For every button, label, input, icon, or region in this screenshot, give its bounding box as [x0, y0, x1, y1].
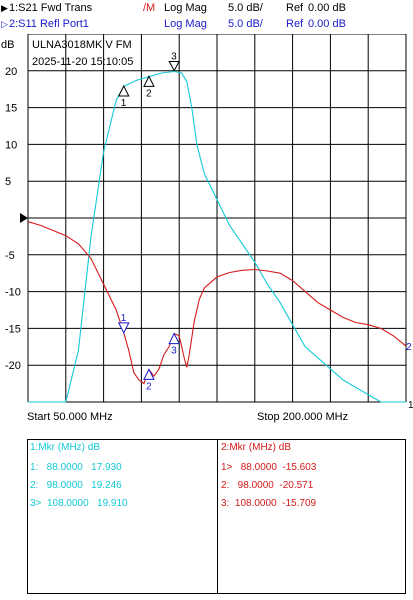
- trace2-ref-label: Ref: [286, 18, 304, 30]
- trace2-format[interactable]: Log Mag: [164, 18, 207, 30]
- trace2-label[interactable]: 2:S11 Refl Port1: [9, 18, 89, 30]
- trace1-marker-header: 1:Mkr (MHz) dB: [30, 442, 100, 453]
- traces: [27, 70, 407, 403]
- y-tick-label: -20: [5, 360, 21, 372]
- s11-marker-2-icon[interactable]: [143, 368, 155, 380]
- trace2-marker-column: 2:Mkr (MHz) dB 1> 88.0000 -15.603 2: 98.…: [218, 440, 405, 593]
- s11-marker-1-icon[interactable]: [117, 322, 130, 334]
- y-tick-label: -15: [5, 323, 21, 335]
- trace1-scale[interactable]: 5.0 dB/: [228, 2, 263, 14]
- marker-table: 1:Mkr (MHz) dB 1: 88.0000 17.930 2: 98.0…: [27, 439, 406, 594]
- trace1-header[interactable]: ▶ 1:S21 Fwd Trans /M Log Mag 5.0 dB/ Ref…: [0, 0, 413, 16]
- table-row[interactable]: 3: 108.0000 -15.709: [221, 498, 317, 509]
- s21-trace-end-label: 1: [408, 400, 413, 411]
- table-row[interactable]: 2: 98.0000 19.246: [30, 480, 122, 491]
- s11-marker-3-label: 3: [171, 346, 177, 357]
- table-row[interactable]: 1: 88.0000 17.930: [30, 462, 122, 473]
- table-row[interactable]: 2: 98.0000 -20.571: [221, 480, 314, 491]
- reference-level-arrow-icon: [20, 213, 28, 223]
- plot-grid: [27, 34, 407, 403]
- stop-frequency-label[interactable]: Stop 200.000 MHz: [257, 411, 348, 423]
- y-tick-label: 20: [5, 66, 17, 78]
- table-divider: [217, 440, 218, 593]
- y-tick-label: 15: [5, 103, 17, 115]
- trace-plot[interactable]: 20 15 10 5 -5 -10 -15 -20 dB ULNA3018MK V FM 20…: [0, 34, 413, 459]
- y-tick-label: -5: [5, 250, 15, 262]
- y-tick-label: 5: [5, 176, 11, 188]
- s11-marker-1-label: 1: [121, 313, 127, 324]
- trace2-scale[interactable]: 5.0 dB/: [228, 18, 263, 30]
- s21-marker-1-icon[interactable]: [117, 84, 130, 97]
- s21-marker-3-icon[interactable]: [168, 60, 181, 72]
- table-row[interactable]: 3> 108.0000 19.910: [30, 498, 128, 509]
- active-trace-marker-icon: ▶: [1, 3, 8, 13]
- trace2-header[interactable]: ▷ 2:S11 Refl Port1 Log Mag 5.0 dB/ Ref 0…: [0, 16, 413, 32]
- s21-marker-2-icon[interactable]: [143, 75, 155, 87]
- y-tick-label: 10: [5, 139, 17, 151]
- inactive-trace-marker-icon: ▷: [1, 19, 8, 29]
- s21-marker-3-label: 3: [171, 51, 177, 62]
- trace1-marker-column: 1:Mkr (MHz) dB 1: 88.0000 17.930 2: 98.0…: [28, 440, 217, 593]
- y-axis-ticks: 20 15 10 5 -5 -10 -15 -20: [5, 66, 21, 372]
- s11-marker-3-icon[interactable]: [168, 332, 180, 345]
- s11-trace-end-label: 2: [406, 342, 412, 353]
- table-row[interactable]: 1> 88.0000 -15.603: [221, 462, 317, 473]
- trace2-marker-header: 2:Mkr (MHz) dB: [221, 442, 291, 453]
- markers[interactable]: 1 1 2 2 3 3: [117, 51, 181, 392]
- s21-marker-2-label: 2: [146, 88, 152, 99]
- s21-marker-1-label: 1: [121, 98, 127, 109]
- timestamp: 2025-11-20 15:10:05: [32, 56, 133, 68]
- y-tick-label: -10: [5, 287, 21, 299]
- trace1-label[interactable]: 1:S21 Fwd Trans: [9, 2, 93, 14]
- s21-trace-line: [28, 70, 406, 403]
- trace1-flag: /M: [143, 2, 156, 14]
- trace1-format[interactable]: Log Mag: [164, 2, 207, 14]
- start-frequency-label[interactable]: Start 50.000 MHz: [27, 411, 113, 423]
- unit-label: dB: [1, 39, 14, 51]
- plot-title: ULNA3018MK V FM: [32, 39, 132, 51]
- s11-trace-line: [27, 221, 407, 385]
- s11-marker-2-label: 2: [146, 381, 152, 392]
- trace2-ref-value[interactable]: 0.00 dB: [308, 18, 346, 30]
- trace1-ref-value[interactable]: 0.00 dB: [308, 2, 346, 14]
- trace1-ref-label: Ref: [286, 2, 304, 14]
